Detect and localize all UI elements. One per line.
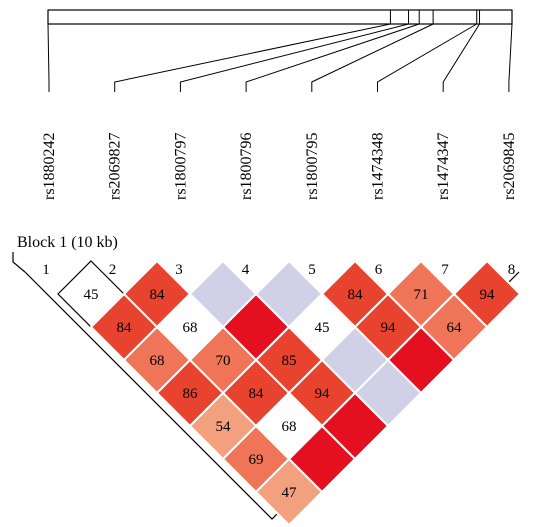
ld-cell-value: 68 bbox=[150, 353, 165, 369]
snp-name: rs1800796 bbox=[238, 132, 255, 200]
snp-connector-7 bbox=[442, 23, 480, 92]
snp-connectors bbox=[47, 23, 513, 92]
ld-cell-value: 94 bbox=[381, 320, 397, 336]
ld-cell-value: 84 bbox=[150, 287, 166, 303]
snp-names: rs1880242 rs2069827 rs1800797 rs1800796 rs18… bbox=[41, 132, 518, 200]
ld-cell-value: 86 bbox=[183, 386, 199, 402]
ld-cell-value: 71 bbox=[414, 287, 429, 303]
snp-connector-8 bbox=[508, 23, 513, 92]
snp-connector-1 bbox=[47, 23, 50, 92]
ld-cell-diamond bbox=[254, 457, 324, 527]
snp-index: 4 bbox=[242, 262, 250, 278]
snp-name: rs1474347 bbox=[435, 132, 452, 200]
snp-name: rs1800797 bbox=[172, 132, 189, 200]
snp-connector-6 bbox=[377, 23, 477, 92]
snp-name: rs1880242 bbox=[41, 132, 58, 200]
genome-bar-outline bbox=[47, 9, 513, 25]
ld-cell-value: 64 bbox=[447, 320, 463, 336]
snp-name: rs1800795 bbox=[304, 132, 321, 200]
ld-cell-value: 84 bbox=[249, 386, 265, 402]
snp-name: rs1474348 bbox=[370, 132, 387, 200]
snp-index: 7 bbox=[441, 262, 449, 278]
snp-index: 3 bbox=[175, 262, 183, 278]
snp-connector-5 bbox=[311, 23, 434, 92]
snp-connector-3 bbox=[179, 23, 409, 92]
snp-indices: 1 2 3 4 5 6 7 8 bbox=[42, 262, 515, 278]
ld-cell-value: 94 bbox=[315, 386, 331, 402]
ld-cell-value: 47 bbox=[282, 485, 298, 501]
ld-cell-value: 45 bbox=[84, 287, 99, 303]
genome-bar bbox=[47, 9, 513, 25]
snp-index: 1 bbox=[42, 262, 50, 278]
snp-connector-4 bbox=[245, 23, 420, 92]
snp-index: 5 bbox=[308, 262, 316, 278]
ld-cell-value: 54 bbox=[216, 419, 232, 435]
genome-ticks bbox=[47, 10, 513, 24]
snp-index: 6 bbox=[375, 262, 383, 278]
ld-cell-value: 69 bbox=[249, 452, 264, 468]
ld-cell-value: 84 bbox=[117, 320, 133, 336]
ld-cell-value: 70 bbox=[216, 353, 231, 369]
ld-cell-value: 94 bbox=[480, 287, 496, 303]
snp-name: rs2069827 bbox=[107, 132, 124, 200]
ld-cell-value: 85 bbox=[282, 353, 297, 369]
snp-name: rs2069845 bbox=[501, 132, 518, 200]
ld-cell-value: 84 bbox=[348, 287, 364, 303]
ld-cell-value: 45 bbox=[315, 320, 330, 336]
ld-cell-value: 68 bbox=[183, 320, 198, 336]
block-bracket bbox=[12, 252, 26, 273]
snp-connector-2 bbox=[114, 23, 391, 92]
ld-cell-value: 68 bbox=[282, 419, 297, 435]
snp-index: 2 bbox=[109, 262, 117, 278]
block-label: Block 1 (10 kb) bbox=[17, 234, 118, 251]
ld-cell: 47 bbox=[254, 457, 324, 527]
snp-index: 8 bbox=[508, 262, 516, 278]
